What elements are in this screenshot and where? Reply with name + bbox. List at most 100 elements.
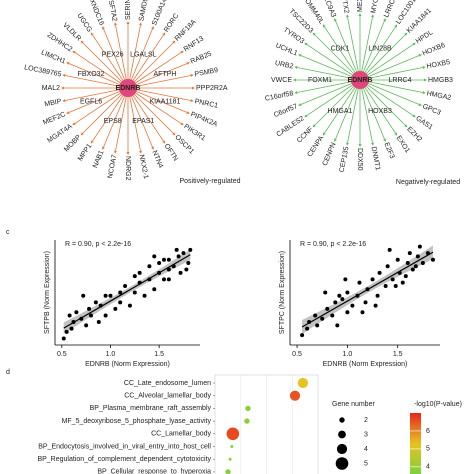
node-label: C6orf57 bbox=[273, 103, 299, 119]
point bbox=[118, 290, 123, 295]
arrow-head bbox=[186, 62, 190, 65]
point bbox=[69, 326, 74, 331]
point bbox=[89, 313, 94, 318]
inner-node-label: AFTPH bbox=[153, 71, 176, 78]
arrow-head bbox=[304, 114, 308, 118]
point bbox=[132, 290, 137, 295]
edge bbox=[74, 87, 129, 124]
arrow-head bbox=[102, 146, 105, 150]
inner-node-label: EPS8 bbox=[104, 118, 122, 125]
point bbox=[188, 247, 193, 252]
color-tick-label: 4 bbox=[426, 464, 430, 471]
node-label: MYCN bbox=[370, 0, 381, 14]
inner-node-label: EPAS1 bbox=[132, 118, 154, 125]
category-label: CC_Late_endosome_lumen bbox=[124, 380, 211, 387]
hub-label: EDNRB bbox=[116, 85, 141, 92]
edge bbox=[68, 63, 129, 89]
category-label: BP_Regulation_of_complement_dependent_cy… bbox=[37, 456, 211, 463]
node-label: LOC389765 bbox=[24, 64, 62, 78]
node-label: OSCP1 bbox=[173, 134, 195, 156]
arrow-head bbox=[312, 124, 316, 128]
node-label: SAMD9L bbox=[138, 0, 150, 22]
node-label: RAB25 bbox=[190, 51, 213, 66]
arrow-head bbox=[294, 91, 298, 94]
edge bbox=[359, 79, 420, 105]
edge bbox=[359, 44, 414, 81]
arrow-head bbox=[190, 74, 194, 77]
point bbox=[385, 264, 390, 269]
node-label: DNMT1 bbox=[369, 146, 381, 171]
point bbox=[186, 260, 191, 265]
node-label: MEF2C bbox=[42, 111, 67, 127]
node-label: UGCG bbox=[75, 12, 92, 33]
point bbox=[360, 310, 365, 315]
point bbox=[325, 306, 330, 311]
arrow-head bbox=[66, 111, 70, 114]
arrow-head bbox=[180, 122, 184, 126]
edge bbox=[92, 34, 129, 89]
edge bbox=[359, 17, 373, 81]
point bbox=[397, 270, 402, 275]
arrow-head bbox=[418, 54, 422, 57]
point bbox=[178, 270, 183, 275]
point bbox=[417, 244, 422, 249]
point bbox=[315, 323, 320, 328]
panel-label: d bbox=[6, 369, 10, 376]
edge bbox=[127, 87, 182, 124]
point bbox=[373, 303, 378, 308]
node-label: HMGB3 bbox=[428, 77, 453, 84]
point bbox=[307, 320, 312, 325]
edge bbox=[335, 79, 361, 140]
arrow-head bbox=[424, 78, 427, 82]
node-label: CCNF bbox=[296, 126, 315, 145]
category-label: CC_Lamellar_body bbox=[151, 431, 211, 438]
point bbox=[81, 293, 86, 298]
inner-node-label: LRRC4 bbox=[389, 77, 412, 84]
arrow-head bbox=[383, 138, 386, 142]
node-label: LIMCH1 bbox=[40, 49, 66, 65]
point bbox=[335, 323, 340, 328]
node-label: PIK3R1 bbox=[182, 123, 206, 142]
point bbox=[370, 277, 375, 282]
size-legend-dot bbox=[335, 457, 349, 470]
node-label: C16orf58 bbox=[264, 90, 294, 103]
point bbox=[375, 293, 380, 298]
point bbox=[161, 257, 166, 262]
point bbox=[166, 267, 171, 272]
point bbox=[103, 293, 108, 298]
edge bbox=[359, 79, 423, 93]
edge bbox=[324, 26, 361, 81]
point bbox=[67, 313, 72, 318]
point bbox=[323, 290, 328, 295]
edge bbox=[300, 79, 361, 105]
edge bbox=[74, 52, 129, 89]
arrow-head bbox=[151, 146, 154, 150]
arrow-head bbox=[66, 62, 70, 65]
point bbox=[127, 303, 132, 308]
category-label: CC_Alveolar_lamellar_body bbox=[124, 393, 211, 400]
arrow-head bbox=[61, 86, 64, 90]
point bbox=[174, 247, 179, 252]
node-label: PIP4K2A bbox=[189, 111, 218, 128]
dot bbox=[228, 457, 232, 461]
arrow-head bbox=[139, 150, 142, 154]
edge bbox=[335, 20, 361, 81]
inner-node-label: LGALSL bbox=[130, 52, 157, 59]
arrow-head bbox=[102, 26, 105, 30]
node-label: NKX2-1 bbox=[137, 154, 149, 180]
arrow-head bbox=[294, 66, 298, 69]
arrow-head bbox=[383, 18, 386, 22]
arrow-head bbox=[114, 22, 117, 26]
point bbox=[161, 277, 166, 282]
x-tick-label: 1.0 bbox=[106, 351, 116, 358]
size-legend-dot bbox=[338, 430, 346, 439]
arrow-head bbox=[192, 86, 195, 90]
point bbox=[420, 260, 425, 265]
arrow-head bbox=[298, 54, 302, 57]
point bbox=[61, 336, 66, 341]
arrow-head bbox=[151, 26, 154, 30]
point bbox=[415, 254, 420, 259]
node-label: PSMB9 bbox=[194, 67, 219, 79]
x-tick-label: 1.5 bbox=[154, 351, 164, 358]
